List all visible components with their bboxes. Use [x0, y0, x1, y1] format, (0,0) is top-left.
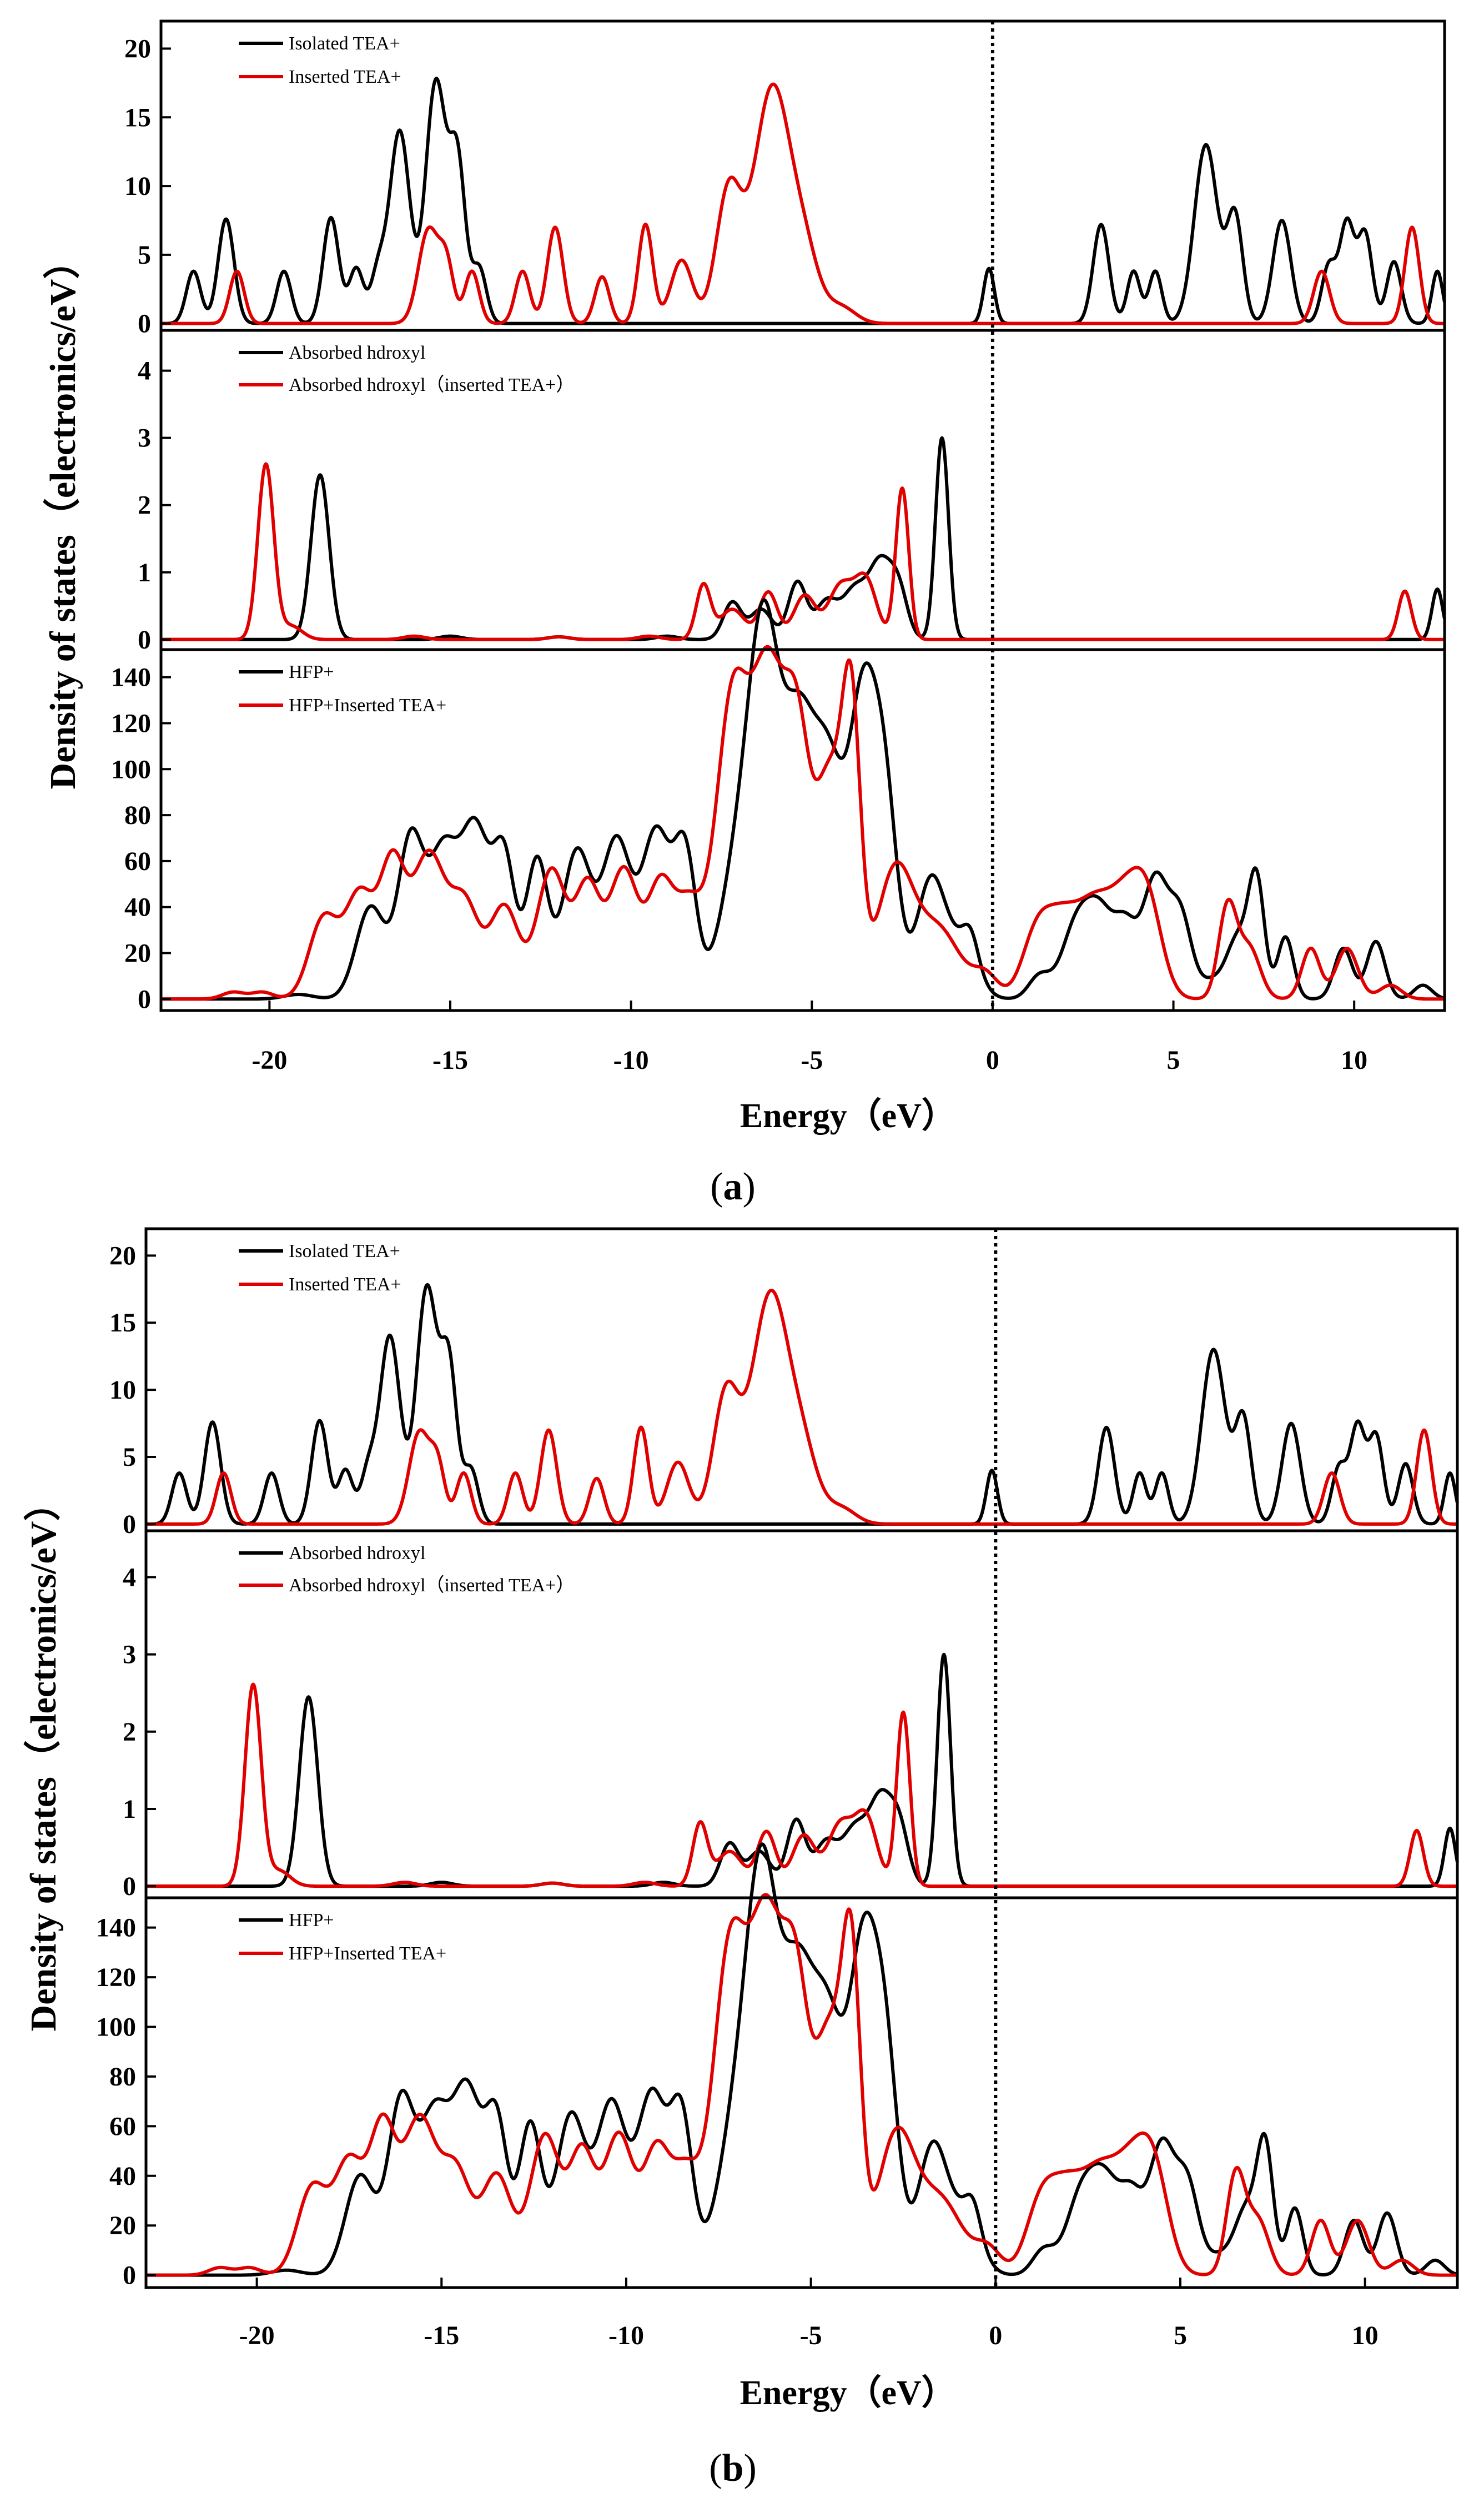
y-tick-label: 20 [124, 938, 151, 968]
series-line-red [160, 645, 1446, 1001]
panel-3: 0 20 40 60 80 100 120 140 HFP+ HFP+Inserted TEA+ [96, 1842, 1459, 2290]
y-tick-label: 80 [124, 801, 151, 830]
x-axis-label: Energy（eV） [740, 2373, 956, 2412]
y-tick-label: 10 [124, 172, 151, 201]
panel-1: 0 5 10 15 20 Isolated TEA+ Inserted TEA+ [124, 19, 1446, 339]
figure-label: (a) [710, 1165, 756, 1208]
series-line-black [145, 1283, 1459, 1526]
y-tick-label: 0 [123, 2261, 136, 2290]
legend-label: HFP+ [289, 1910, 334, 1931]
y-tick-label: 60 [124, 847, 151, 876]
series-line-black [160, 436, 1446, 641]
y-tick-label: 80 [109, 2062, 136, 2092]
legend-label: Isolated TEA+ [289, 33, 400, 54]
series-line-black [145, 1842, 1458, 2277]
x-tick-label: -15 [432, 1046, 468, 1075]
x-tick-label: -10 [613, 1046, 649, 1075]
y-tick-label: 4 [138, 356, 151, 386]
series-line-black [160, 77, 1446, 325]
y-tick-label: 4 [123, 1562, 136, 1592]
panel-frame [159, 648, 1446, 1012]
y-tick-label: 60 [109, 2112, 136, 2141]
legend-label: Inserted TEA+ [289, 67, 401, 87]
panel-1: 0 5 10 15 20 Isolated TEA+ Inserted TEA+ [109, 1227, 1459, 1539]
series-line-red [145, 1682, 1458, 1888]
x-tick-label: 10 [1352, 2321, 1379, 2350]
legend-label: Absorbed hdroxyl [289, 1543, 425, 1564]
y-axis-label: Density of states（electronics/eV） [42, 243, 83, 790]
panel-2: 0 1 2 3 4 Absorbed hdroxyl Absorbed hdroxyl（in… [138, 329, 1446, 655]
y-tick-label: 3 [138, 424, 151, 453]
y-tick-label: 2 [138, 491, 151, 520]
x-tick-label: -20 [239, 2321, 275, 2350]
y-tick-label: 20 [124, 34, 151, 64]
y-tick-label: 20 [109, 2211, 136, 2240]
x-tick-label: -5 [801, 1046, 823, 1075]
y-tick-label: 40 [109, 2162, 136, 2191]
x-tick-label: -15 [424, 2321, 459, 2350]
y-tick-label: 0 [138, 984, 151, 1014]
y-tick-label: 0 [138, 625, 151, 655]
y-tick-label: 1 [123, 1795, 136, 1824]
legend-label: Absorbed hdroxyl（inserted TEA+） [289, 1575, 575, 1596]
y-tick-label: 140 [96, 1913, 136, 1943]
figure-b: 0 5 10 15 20 Isolated TEA+ Inserted TEA+ 0 1 2 3 4 A… [23, 1227, 1459, 2490]
x-tick-label: 5 [1174, 2321, 1187, 2350]
y-tick-label: 120 [111, 708, 151, 738]
figure-label: (b) [709, 2447, 757, 2490]
x-tick-label: -10 [608, 2321, 644, 2350]
series-line-red [160, 462, 1446, 641]
y-tick-label: 0 [123, 1872, 136, 1901]
y-tick-label: 40 [124, 893, 151, 922]
panel-3: 0 20 40 60 80 100 120 140 HFP+ HFP+Inserted TEA+ [111, 598, 1446, 1014]
legend-label: Absorbed hdroxyl [289, 343, 425, 363]
y-tick-label: 0 [138, 309, 151, 339]
x-tick-label: 0 [986, 1046, 999, 1075]
series-line-black [145, 1652, 1459, 1888]
legend-label: Inserted TEA+ [289, 1274, 401, 1295]
panel-frame [144, 1896, 1459, 2289]
y-tick-label: 1 [138, 558, 151, 587]
legend-label: HFP+Inserted TEA+ [289, 695, 446, 716]
y-tick-label: 15 [124, 103, 151, 132]
y-tick-label: 20 [109, 1241, 136, 1270]
series-line-red [160, 82, 1446, 325]
x-tick-label: -5 [800, 2321, 822, 2350]
legend-label: Absorbed hdroxyl（inserted TEA+） [289, 374, 575, 395]
y-tick-label: 5 [123, 1442, 136, 1472]
y-tick-label: 140 [111, 663, 151, 692]
y-tick-label: 15 [109, 1308, 136, 1338]
y-axis-label: Density of states（electronics/eV） [23, 1485, 64, 2032]
y-tick-label: 100 [96, 2013, 136, 2042]
x-tick-label: 10 [1341, 1046, 1367, 1075]
y-tick-label: 5 [138, 240, 151, 270]
x-tick-label: 0 [989, 2321, 1002, 2350]
y-tick-label: 100 [111, 755, 151, 784]
y-tick-label: 10 [109, 1375, 136, 1405]
y-tick-label: 2 [123, 1717, 136, 1747]
panel-2: 0 1 2 3 4 Absorbed hdroxyl Absorbed hdroxyl（in… [123, 1529, 1459, 1901]
x-tick-label: -20 [251, 1046, 287, 1075]
x-tick-label: 5 [1167, 1046, 1180, 1075]
legend-label: Isolated TEA+ [289, 1241, 400, 1261]
series-line-black [160, 598, 1446, 1001]
legend-label: HFP+ [289, 662, 334, 682]
figure-a: 0 5 10 15 20 Isolated TEA+ Inserted TEA+ 0 1 2 3 4 A… [42, 19, 1446, 1208]
y-tick-label: 0 [123, 1510, 136, 1539]
x-axis-label: Energy（eV） [740, 1096, 956, 1135]
y-tick-label: 120 [96, 1963, 136, 1992]
series-line-red [145, 1893, 1458, 2277]
y-tick-label: 3 [123, 1640, 136, 1670]
legend-label: HFP+Inserted TEA+ [289, 1943, 446, 1964]
series-line-red [145, 1289, 1458, 1526]
